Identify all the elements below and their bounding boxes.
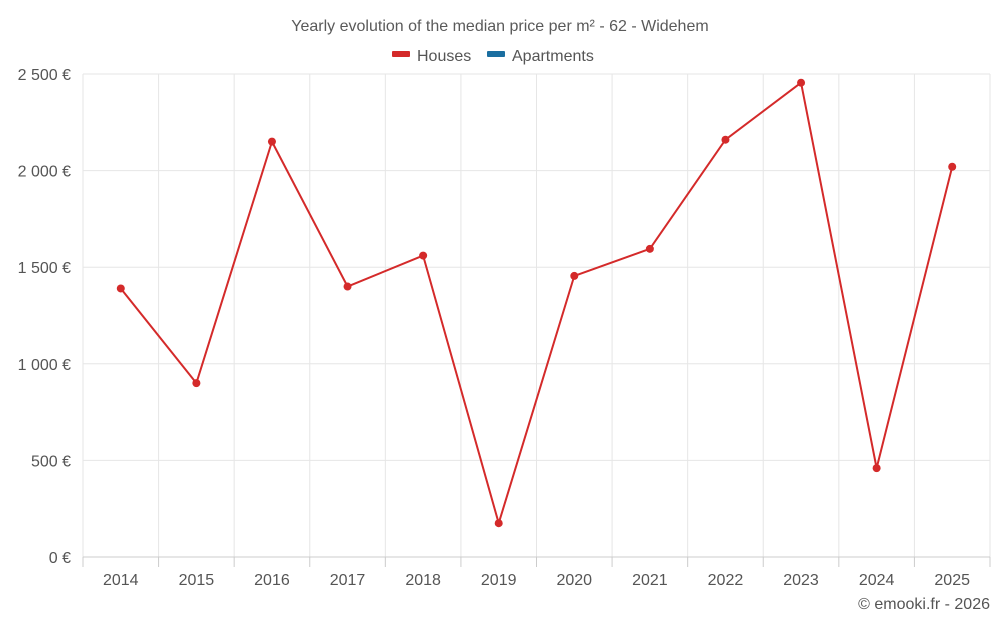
x-tick-label: 2017 — [330, 572, 366, 589]
series-line-houses — [120, 81, 954, 525]
legend-swatch-houses — [392, 51, 410, 57]
x-tick-label: 2020 — [556, 572, 592, 589]
data-point-houses-2014[interactable] — [116, 284, 125, 293]
x-tick-label: 2018 — [405, 572, 441, 589]
x-tick-label: 2014 — [103, 572, 139, 589]
data-point-houses-2016[interactable] — [267, 137, 276, 146]
data-point-houses-2018[interactable] — [419, 251, 428, 260]
x-tick-label: 2021 — [632, 572, 668, 589]
chart-title: Yearly evolution of the median price per… — [291, 18, 708, 35]
x-tick-label: 2019 — [481, 572, 517, 589]
y-tick-label: 1 500 € — [18, 260, 71, 277]
x-tick-label: 2022 — [708, 572, 744, 589]
x-tick-label: 2024 — [859, 572, 895, 589]
x-tick-label: 2015 — [179, 572, 215, 589]
axes: 0 € 500 € 1 000 € 1 500 € 2 000 € 2 500 € 2014… — [18, 67, 991, 589]
data-point-houses-2023[interactable] — [797, 78, 806, 87]
y-tick-label: 1 000 € — [18, 357, 71, 374]
grid — [82, 73, 991, 557]
x-tick-label: 2023 — [783, 572, 819, 589]
legend-item-apartments[interactable]: Apartments — [487, 48, 594, 65]
credit-text: © emooki.fr - 2026 — [858, 596, 990, 613]
legend-label-apartments: Apartments — [512, 48, 594, 65]
x-tick-label: 2025 — [934, 572, 970, 589]
legend-swatch-apartments — [487, 51, 505, 57]
data-point-houses-2019[interactable] — [494, 519, 503, 528]
data-point-houses-2017[interactable] — [343, 282, 352, 291]
legend: Houses Apartments — [392, 48, 594, 65]
y-tick-label: 0 € — [49, 550, 71, 567]
y-tick-label: 500 € — [31, 453, 71, 470]
data-point-houses-2025[interactable] — [948, 162, 957, 171]
data-point-houses-2024[interactable] — [872, 464, 881, 473]
data-point-houses-2020[interactable] — [570, 271, 579, 280]
legend-label-houses: Houses — [417, 48, 471, 65]
legend-item-houses[interactable]: Houses — [392, 48, 471, 65]
data-point-houses-2022[interactable] — [721, 135, 730, 144]
y-tick-label: 2 500 € — [18, 67, 71, 84]
series — [116, 78, 957, 528]
x-tick-label: 2016 — [254, 572, 290, 589]
y-tick-label: 2 000 € — [18, 164, 71, 181]
data-point-houses-2015[interactable] — [192, 379, 201, 388]
data-point-houses-2021[interactable] — [645, 244, 654, 253]
